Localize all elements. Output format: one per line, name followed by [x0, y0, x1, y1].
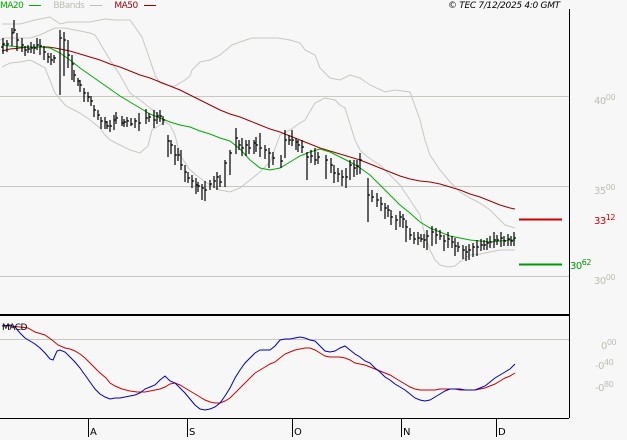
x-label-oct: O: [294, 427, 302, 438]
macd-title: MACD: [2, 323, 27, 333]
ma20-line: [1, 44, 515, 243]
price-label-4000: 4000: [594, 93, 615, 107]
legend-bbands: BBands: [53, 1, 110, 11]
macd-label-neg080: -080: [595, 380, 614, 394]
x-label-nov: N: [403, 427, 411, 438]
price-label-3500: 3500: [594, 183, 615, 197]
macd-line: [1, 324, 516, 411]
x-label-dec: D: [498, 427, 506, 438]
macd-label-0: 000: [601, 338, 617, 352]
price-label-3000: 3000: [594, 273, 615, 287]
x-label-aug: A: [90, 427, 97, 438]
legend-ma50: MA50: [114, 1, 163, 11]
bollinger-bands: [0, 16, 516, 268]
macd-signal-line: [2, 325, 516, 404]
ma50-line: [1, 46, 516, 210]
marker-label-3312: 3312: [594, 213, 615, 227]
price-bars: [1, 20, 516, 261]
legend-ma20: MA20: [0, 1, 49, 11]
chart-frame: [0, 9, 570, 437]
marker-label-3062: 3062: [570, 258, 591, 272]
macd-label-neg040: -040: [595, 358, 614, 372]
chart-legend: MA20 BBands MA50: [0, 1, 168, 11]
x-label-sep: S: [189, 427, 196, 438]
copyright-label: © TEC 7/12/2025 4:0 GMT: [448, 1, 560, 11]
price-gridlines: [0, 96, 569, 277]
